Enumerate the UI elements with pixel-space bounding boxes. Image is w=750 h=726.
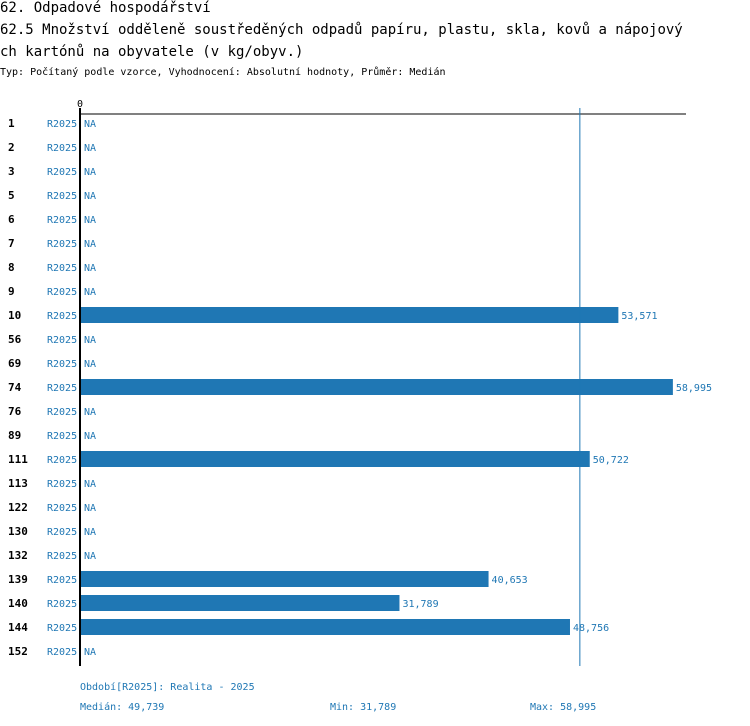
period-label: R2025: [47, 623, 77, 634]
category-label: 7: [8, 237, 15, 250]
period-label: R2025: [47, 431, 77, 442]
na-label: NA: [84, 551, 96, 562]
category-label: 152: [8, 645, 28, 658]
category-label: 8: [8, 261, 15, 274]
period-label: R2025: [47, 143, 77, 154]
bar-value-label: 40,653: [492, 575, 528, 586]
bar: [81, 451, 590, 467]
period-label: R2025: [47, 191, 77, 202]
category-label: 1: [8, 117, 15, 130]
category-label: 69: [8, 357, 21, 370]
chart-title-line-2: ch kartónů na obyvatele (v kg/obyv.): [0, 44, 304, 60]
na-label: NA: [84, 431, 96, 442]
category-label: 76: [8, 405, 22, 418]
na-label: NA: [84, 359, 96, 370]
na-label: NA: [84, 119, 96, 130]
na-label: NA: [84, 503, 96, 514]
period-label: R2025: [47, 239, 77, 250]
na-label: NA: [84, 335, 96, 346]
category-label: 6: [8, 213, 15, 226]
footer-period: Období[R2025]: Realita - 2025: [80, 682, 255, 693]
na-label: NA: [84, 239, 96, 250]
na-label: NA: [84, 263, 96, 274]
bar-value-label: 58,995: [676, 383, 712, 394]
axis-zero-label: 0: [77, 99, 83, 110]
category-label: 111: [8, 453, 28, 466]
na-label: NA: [84, 407, 96, 418]
category-label: 113: [8, 477, 28, 490]
period-label: R2025: [47, 359, 77, 370]
category-label: 130: [8, 525, 28, 538]
footer-median: Medián: 49,739: [80, 702, 165, 713]
period-label: R2025: [47, 383, 77, 394]
category-label: 9: [8, 285, 15, 298]
bar-chart: 0 1 R2025 NA 2 R2025 NA 3 R2025 NA 5 R2025 NA 6 R2025…: [8, 99, 712, 666]
footer-min: Min: 31,789: [330, 702, 397, 713]
na-label: NA: [84, 479, 96, 490]
na-label: NA: [84, 191, 96, 202]
period-label: R2025: [47, 335, 77, 346]
category-label: 122: [8, 501, 28, 514]
category-label: 89: [8, 429, 21, 442]
period-label: R2025: [47, 215, 77, 226]
bar-value-label: 48,756: [573, 623, 609, 634]
na-label: NA: [84, 215, 96, 226]
period-label: R2025: [47, 503, 77, 514]
bar-value-label: 31,789: [402, 599, 438, 610]
period-label: R2025: [47, 455, 77, 466]
period-label: R2025: [47, 575, 77, 586]
period-label: R2025: [47, 407, 77, 418]
period-label: R2025: [47, 263, 77, 274]
category-label: 5: [8, 189, 15, 202]
na-label: NA: [84, 287, 96, 298]
category-label: 132: [8, 549, 28, 562]
bar: [81, 571, 489, 587]
bar-value-label: 53,571: [621, 311, 657, 322]
category-label: 139: [8, 573, 28, 586]
bar: [81, 307, 619, 323]
category-label: 144: [8, 621, 28, 634]
period-label: R2025: [47, 311, 77, 322]
bar: [81, 595, 400, 611]
period-label: R2025: [47, 527, 77, 538]
na-label: NA: [84, 167, 96, 178]
bar: [81, 619, 570, 635]
na-label: NA: [84, 647, 96, 658]
period-label: R2025: [47, 119, 77, 130]
na-label: NA: [84, 527, 96, 538]
bar-value-label: 50,722: [593, 455, 629, 466]
period-label: R2025: [47, 287, 77, 298]
category-label: 140: [8, 597, 28, 610]
chart-section-title: 62. Odpadové hospodářství: [0, 0, 211, 16]
chart-title-line-1: 62.5 Množství odděleně soustředěných odp…: [0, 22, 683, 38]
bar-rows: 1 R2025 NA 2 R2025 NA 3 R2025 NA 5 R2025 NA 6 R2025 NA…: [8, 117, 712, 658]
period-label: R2025: [47, 647, 77, 658]
footer-max: Max: 58,995: [530, 702, 597, 713]
period-label: R2025: [47, 479, 77, 490]
category-label: 74: [8, 381, 22, 394]
chart-subtitle: Typ: Počítaný podle vzorce, Vyhodnocení:…: [0, 67, 446, 78]
bar: [81, 379, 673, 395]
category-label: 2: [8, 141, 15, 154]
period-label: R2025: [47, 599, 77, 610]
category-label: 10: [8, 309, 21, 322]
period-label: R2025: [47, 167, 77, 178]
period-label: R2025: [47, 551, 77, 562]
category-label: 56: [8, 333, 22, 346]
na-label: NA: [84, 143, 96, 154]
category-label: 3: [8, 165, 15, 178]
